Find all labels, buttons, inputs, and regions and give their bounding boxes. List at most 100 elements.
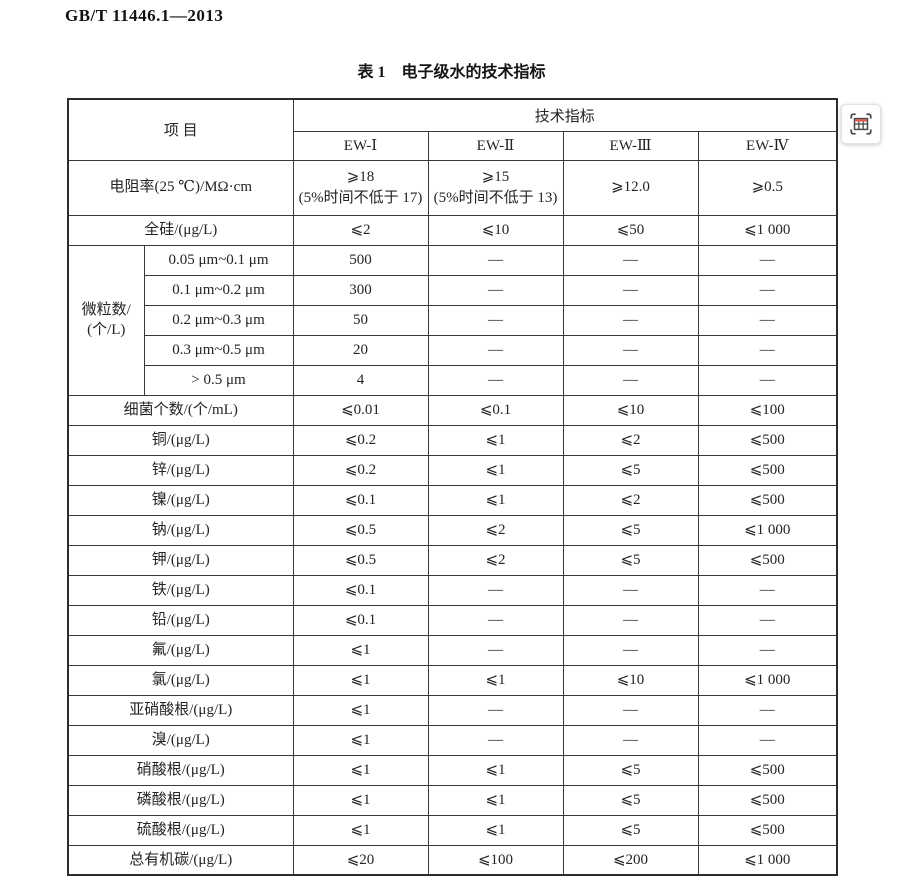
- table-row: 总有机碳/(μg/L) ⩽20 ⩽100 ⩽200 ⩽1 000: [67, 844, 838, 876]
- cell-value: ⩽5: [562, 514, 699, 546]
- cell-value: ⩽1: [292, 754, 429, 786]
- cell-value: —: [427, 274, 564, 306]
- grade-header-ew2: EW-Ⅱ: [427, 130, 564, 161]
- cell-value: ⩽1: [292, 694, 429, 726]
- cell-value: ⩽1: [427, 424, 564, 456]
- table-row: 锌/(μg/L) ⩽0.2 ⩽1 ⩽5 ⩽500: [67, 454, 838, 486]
- table-row: > 0.5 μm 4 — — —: [68, 364, 838, 396]
- row-label: 硫酸根/(μg/L): [67, 814, 294, 846]
- table-row: 铅/(μg/L) ⩽0.1 — — —: [67, 604, 838, 636]
- row-label: 硝酸根/(μg/L): [67, 754, 294, 786]
- cell-value: —: [427, 604, 564, 636]
- cell-value: ⩽0.1: [427, 394, 564, 426]
- table-caption: 表 1 电子级水的技术指标: [357, 64, 546, 81]
- standard-number: GB/T 11446.1—2013: [65, 6, 224, 25]
- row-label: 锌/(μg/L): [67, 454, 294, 486]
- cell-value: ⩾12.0: [562, 159, 699, 216]
- cell-value: —: [427, 334, 564, 366]
- cell-value: —: [427, 574, 564, 606]
- row-label: 0.3 μm~0.5 μm: [143, 334, 294, 366]
- cell-value: ⩽50: [562, 214, 699, 246]
- cell-value: —: [562, 364, 699, 396]
- cell-value: ⩽1: [292, 784, 429, 816]
- row-label: 铁/(μg/L): [67, 574, 294, 606]
- row-label: 0.2 μm~0.3 μm: [143, 304, 294, 336]
- table-row: 全硅/(μg/L) ⩽2 ⩽10 ⩽50 ⩽1 000: [67, 214, 838, 246]
- cell-value: 300: [292, 274, 429, 306]
- cell-value: —: [697, 274, 838, 306]
- row-label: 溴/(μg/L): [67, 724, 294, 756]
- row-label: 电阻率(25 ℃)/MΩ·cm: [67, 159, 294, 216]
- cell-value: ⩽10: [427, 214, 564, 246]
- table-row: 溴/(μg/L) ⩽1 — — —: [67, 724, 838, 756]
- cell-value: —: [697, 244, 838, 276]
- row-label: 钾/(μg/L): [67, 544, 294, 576]
- cell-value: ⩽1: [292, 724, 429, 756]
- cell-value: ⩽500: [697, 484, 838, 516]
- row-label: 铜/(μg/L): [67, 424, 294, 456]
- cell-value: —: [697, 724, 838, 756]
- item-header-cell: 项 目: [67, 98, 294, 161]
- cell-value: —: [427, 304, 564, 336]
- table-row: 磷酸根/(μg/L) ⩽1 ⩽1 ⩽5 ⩽500: [67, 784, 838, 816]
- cell-value: —: [562, 274, 699, 306]
- cell-value: ⩽0.5: [292, 544, 429, 576]
- row-label: 磷酸根/(μg/L): [67, 784, 294, 816]
- cell-value: ⩽2: [427, 544, 564, 576]
- cell-value: 50: [292, 304, 429, 336]
- cell-value: —: [562, 334, 699, 366]
- cell-value: ⩽500: [697, 754, 838, 786]
- row-label: 镍/(μg/L): [67, 484, 294, 516]
- table-row: 铁/(μg/L) ⩽0.1 — — —: [67, 574, 838, 606]
- cell-value: ⩽1 000: [697, 514, 838, 546]
- cell-value: —: [427, 694, 564, 726]
- cell-value: ⩽200: [562, 844, 699, 876]
- cell-value: ⩽5: [562, 544, 699, 576]
- spec-table: 项 目 技术指标 EW-Ⅰ EW-Ⅱ EW-Ⅲ EW-Ⅳ 电阻率(25 ℃)/M…: [67, 98, 839, 876]
- row-label: 钠/(μg/L): [67, 514, 294, 546]
- cell-value: ⩽1 000: [697, 844, 838, 876]
- cell-value: ⩽5: [562, 784, 699, 816]
- table-capture-icon: [848, 111, 874, 137]
- cell-value: ⩽1: [427, 484, 564, 516]
- table-row: 亚硝酸根/(μg/L) ⩽1 — — —: [67, 694, 838, 726]
- cell-value: —: [562, 574, 699, 606]
- row-label: 总有机碳/(μg/L): [67, 844, 294, 876]
- cell-value: —: [697, 634, 838, 666]
- cell-value: —: [697, 304, 838, 336]
- cell-value: ⩽1: [427, 454, 564, 486]
- cell-value: ⩽5: [562, 754, 699, 786]
- cell-value: ⩽1: [427, 814, 564, 846]
- table-row: 细菌个数/(个/mL) ⩽0.01 ⩽0.1 ⩽10 ⩽100: [67, 394, 838, 426]
- cell-value: ⩽500: [697, 544, 838, 576]
- cell-value: —: [562, 244, 699, 276]
- cell-value: ⩽2: [427, 514, 564, 546]
- cell-value: ⩾15 (5%时间不低于 13): [427, 159, 564, 216]
- cell-value: 20: [292, 334, 429, 366]
- table-capture-button[interactable]: [841, 104, 881, 144]
- table-row: 硫酸根/(μg/L) ⩽1 ⩽1 ⩽5 ⩽500: [67, 814, 838, 846]
- grade-header-ew4: EW-Ⅳ: [697, 130, 838, 161]
- table-row: 微粒数/ (个/L) 0.05 μm~0.1 μm 500 — — —: [67, 244, 838, 396]
- particle-group-label: 微粒数/ (个/L): [67, 244, 145, 396]
- row-label: 亚硝酸根/(μg/L): [67, 694, 294, 726]
- row-label: 细菌个数/(个/mL): [67, 394, 294, 426]
- cell-value: ⩽10: [562, 394, 699, 426]
- cell-value: ⩽20: [292, 844, 429, 876]
- cell-value: —: [562, 604, 699, 636]
- cell-value: —: [697, 694, 838, 726]
- cell-value: ⩽2: [292, 214, 429, 246]
- cell-value: ⩽500: [697, 454, 838, 486]
- table-row: 电阻率(25 ℃)/MΩ·cm ⩾18 (5%时间不低于 17) ⩾15 (5%…: [67, 159, 838, 216]
- cell-value: —: [562, 694, 699, 726]
- table-row: 氯/(μg/L) ⩽1 ⩽1 ⩽10 ⩽1 000: [67, 664, 838, 696]
- cell-value: ⩽0.1: [292, 604, 429, 636]
- cell-value: ⩽2: [562, 484, 699, 516]
- cell-value: ⩽0.5: [292, 514, 429, 546]
- cell-value: ⩽0.1: [292, 574, 429, 606]
- cell-value: ⩽500: [697, 814, 838, 846]
- cell-value: ⩽0.1: [292, 484, 429, 516]
- table-row: 钾/(μg/L) ⩽0.5 ⩽2 ⩽5 ⩽500: [67, 544, 838, 576]
- table-row: 0.1 μm~0.2 μm 300 — — —: [68, 274, 838, 306]
- cell-value: ⩽500: [697, 784, 838, 816]
